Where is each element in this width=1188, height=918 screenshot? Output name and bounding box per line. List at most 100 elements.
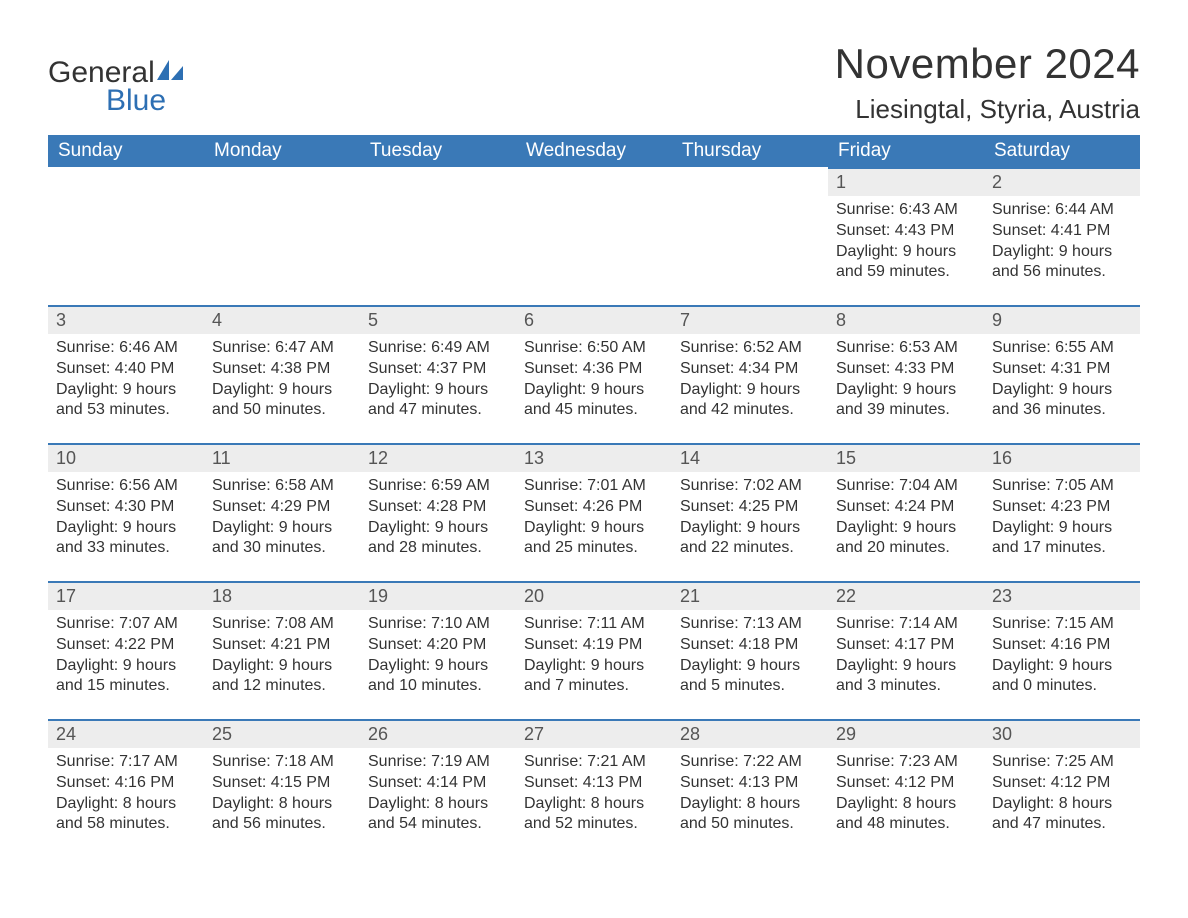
calendar-week-row: 3Sunrise: 6:46 AMSunset: 4:40 PMDaylight… (48, 305, 1140, 443)
calendar-day-cell: 7Sunrise: 6:52 AMSunset: 4:34 PMDaylight… (672, 305, 828, 443)
calendar-day-cell: 1Sunrise: 6:43 AMSunset: 4:43 PMDaylight… (828, 167, 984, 305)
sunrise-line: Sunrise: 7:25 AM (992, 752, 1132, 773)
daylight-line-1: Daylight: 8 hours (992, 794, 1132, 815)
calendar-day-cell: 20Sunrise: 7:11 AMSunset: 4:19 PMDayligh… (516, 581, 672, 719)
daylight-line-1: Daylight: 9 hours (56, 380, 196, 401)
day-number: 9 (984, 305, 1140, 334)
daylight-line-1: Daylight: 9 hours (524, 380, 664, 401)
day-number: 4 (204, 305, 360, 334)
daylight-line-1: Daylight: 9 hours (992, 242, 1132, 263)
sunrise-line: Sunrise: 6:59 AM (368, 476, 508, 497)
sunset-line: Sunset: 4:13 PM (680, 773, 820, 794)
sunrise-line: Sunrise: 7:18 AM (212, 752, 352, 773)
daylight-line-2: and 36 minutes. (992, 400, 1132, 421)
daylight-line-1: Daylight: 9 hours (992, 656, 1132, 677)
daylight-line-1: Daylight: 9 hours (992, 380, 1132, 401)
sunset-line: Sunset: 4:16 PM (992, 635, 1132, 656)
sunset-line: Sunset: 4:37 PM (368, 359, 508, 380)
sunrise-line: Sunrise: 6:47 AM (212, 338, 352, 359)
sunrise-line: Sunrise: 7:15 AM (992, 614, 1132, 635)
daylight-line-1: Daylight: 9 hours (836, 242, 976, 263)
calendar-day-cell: 14Sunrise: 7:02 AMSunset: 4:25 PMDayligh… (672, 443, 828, 581)
daylight-line-2: and 59 minutes. (836, 262, 976, 283)
calendar-week-row: 17Sunrise: 7:07 AMSunset: 4:22 PMDayligh… (48, 581, 1140, 719)
daylight-line-1: Daylight: 9 hours (992, 518, 1132, 539)
day-number: 15 (828, 443, 984, 472)
daylight-line-1: Daylight: 9 hours (836, 656, 976, 677)
sunrise-line: Sunrise: 7:23 AM (836, 752, 976, 773)
logo: General Blue (48, 56, 185, 118)
calendar-week-row: 24Sunrise: 7:17 AMSunset: 4:16 PMDayligh… (48, 719, 1140, 857)
day-details: Sunrise: 7:15 AMSunset: 4:16 PMDaylight:… (984, 610, 1140, 697)
day-number: 13 (516, 443, 672, 472)
daylight-line-2: and 25 minutes. (524, 538, 664, 559)
sunset-line: Sunset: 4:33 PM (836, 359, 976, 380)
day-details: Sunrise: 6:55 AMSunset: 4:31 PMDaylight:… (984, 334, 1140, 421)
daylight-line-2: and 5 minutes. (680, 676, 820, 697)
sunrise-line: Sunrise: 6:50 AM (524, 338, 664, 359)
weekday-header: Saturday (984, 135, 1140, 167)
day-number: 2 (984, 167, 1140, 196)
daylight-line-2: and 56 minutes. (992, 262, 1132, 283)
day-details: Sunrise: 6:53 AMSunset: 4:33 PMDaylight:… (828, 334, 984, 421)
sunrise-line: Sunrise: 7:11 AM (524, 614, 664, 635)
day-details: Sunrise: 7:21 AMSunset: 4:13 PMDaylight:… (516, 748, 672, 835)
sunset-line: Sunset: 4:26 PM (524, 497, 664, 518)
sunrise-line: Sunrise: 7:17 AM (56, 752, 196, 773)
calendar-day-cell: 21Sunrise: 7:13 AMSunset: 4:18 PMDayligh… (672, 581, 828, 719)
daylight-line-2: and 22 minutes. (680, 538, 820, 559)
day-details: Sunrise: 6:47 AMSunset: 4:38 PMDaylight:… (204, 334, 360, 421)
sunrise-line: Sunrise: 7:19 AM (368, 752, 508, 773)
calendar-day-cell: 19Sunrise: 7:10 AMSunset: 4:20 PMDayligh… (360, 581, 516, 719)
day-number: 18 (204, 581, 360, 610)
calendar-day-cell: 25Sunrise: 7:18 AMSunset: 4:15 PMDayligh… (204, 719, 360, 857)
day-number: 22 (828, 581, 984, 610)
daylight-line-1: Daylight: 9 hours (56, 656, 196, 677)
daylight-line-2: and 52 minutes. (524, 814, 664, 835)
sunrise-line: Sunrise: 7:10 AM (368, 614, 508, 635)
weekday-header: Tuesday (360, 135, 516, 167)
day-number: 8 (828, 305, 984, 334)
daylight-line-2: and 28 minutes. (368, 538, 508, 559)
sunrise-line: Sunrise: 6:49 AM (368, 338, 508, 359)
calendar-day-cell: 6Sunrise: 6:50 AMSunset: 4:36 PMDaylight… (516, 305, 672, 443)
day-details: Sunrise: 7:25 AMSunset: 4:12 PMDaylight:… (984, 748, 1140, 835)
calendar-day-cell: 27Sunrise: 7:21 AMSunset: 4:13 PMDayligh… (516, 719, 672, 857)
daylight-line-2: and 0 minutes. (992, 676, 1132, 697)
sunset-line: Sunset: 4:21 PM (212, 635, 352, 656)
daylight-line-2: and 30 minutes. (212, 538, 352, 559)
day-number: 23 (984, 581, 1140, 610)
daylight-line-2: and 42 minutes. (680, 400, 820, 421)
empty-day (48, 167, 204, 193)
daylight-line-1: Daylight: 8 hours (524, 794, 664, 815)
calendar-day-cell: 9Sunrise: 6:55 AMSunset: 4:31 PMDaylight… (984, 305, 1140, 443)
daylight-line-1: Daylight: 9 hours (56, 518, 196, 539)
calendar-day-cell: 12Sunrise: 6:59 AMSunset: 4:28 PMDayligh… (360, 443, 516, 581)
sunrise-line: Sunrise: 6:43 AM (836, 200, 976, 221)
day-number: 11 (204, 443, 360, 472)
day-details: Sunrise: 6:49 AMSunset: 4:37 PMDaylight:… (360, 334, 516, 421)
calendar-day-cell: 28Sunrise: 7:22 AMSunset: 4:13 PMDayligh… (672, 719, 828, 857)
day-number: 12 (360, 443, 516, 472)
sunset-line: Sunset: 4:28 PM (368, 497, 508, 518)
sunset-line: Sunset: 4:30 PM (56, 497, 196, 518)
daylight-line-1: Daylight: 9 hours (680, 656, 820, 677)
day-number: 29 (828, 719, 984, 748)
sail-icon (157, 60, 185, 87)
daylight-line-2: and 58 minutes. (56, 814, 196, 835)
daylight-line-2: and 20 minutes. (836, 538, 976, 559)
sunset-line: Sunset: 4:22 PM (56, 635, 196, 656)
daylight-line-2: and 12 minutes. (212, 676, 352, 697)
daylight-line-2: and 48 minutes. (836, 814, 976, 835)
calendar-day-cell: 11Sunrise: 6:58 AMSunset: 4:29 PMDayligh… (204, 443, 360, 581)
sunset-line: Sunset: 4:17 PM (836, 635, 976, 656)
sunrise-line: Sunrise: 6:52 AM (680, 338, 820, 359)
calendar-day-cell: 8Sunrise: 6:53 AMSunset: 4:33 PMDaylight… (828, 305, 984, 443)
day-details: Sunrise: 6:43 AMSunset: 4:43 PMDaylight:… (828, 196, 984, 283)
calendar-day-cell: 16Sunrise: 7:05 AMSunset: 4:23 PMDayligh… (984, 443, 1140, 581)
empty-day (204, 167, 360, 193)
daylight-line-2: and 47 minutes. (368, 400, 508, 421)
day-details: Sunrise: 7:02 AMSunset: 4:25 PMDaylight:… (672, 472, 828, 559)
calendar-day-cell: 17Sunrise: 7:07 AMSunset: 4:22 PMDayligh… (48, 581, 204, 719)
day-number: 24 (48, 719, 204, 748)
